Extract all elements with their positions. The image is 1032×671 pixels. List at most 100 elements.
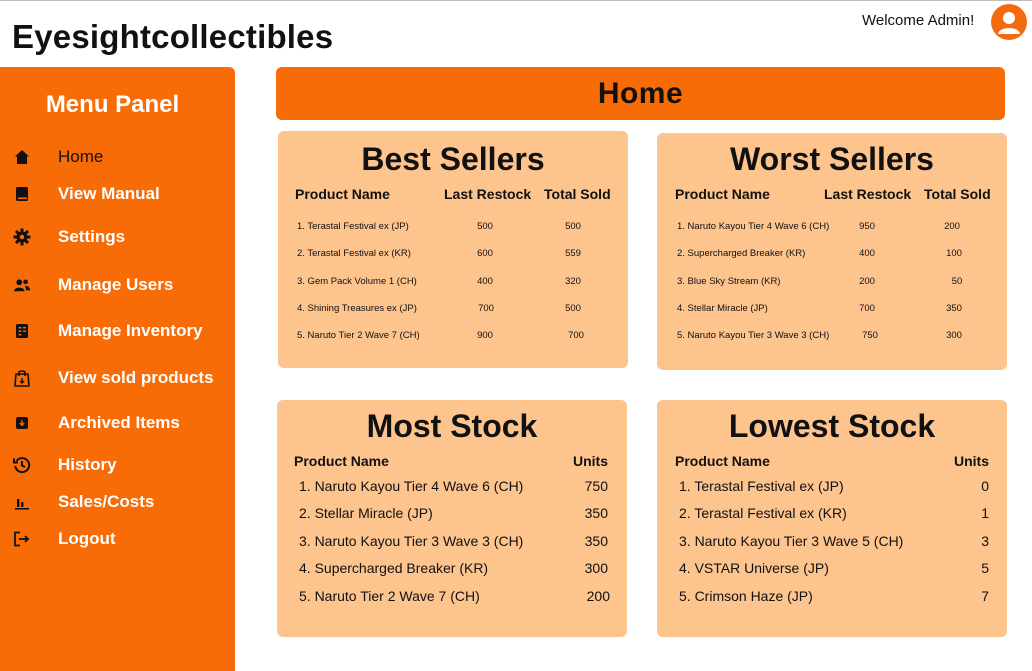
gear-icon — [13, 228, 31, 246]
table-row-name: 4. VSTAR Universe (JP) — [679, 560, 829, 576]
users-icon — [13, 276, 31, 294]
table-row-units: 350 — [584, 505, 608, 521]
sidebar-item-home[interactable]: Home — [0, 142, 235, 172]
table-row-sold: 100 — [946, 248, 962, 259]
card-title: Lowest Stock — [728, 408, 936, 444]
history-icon — [13, 456, 31, 474]
table-row-name: 4. Stellar Miracle (JP) — [677, 303, 768, 314]
sidebar-item-history[interactable]: History — [0, 450, 235, 480]
sidebar-item-label: View sold products — [58, 368, 214, 387]
table-row-name: 1. Naruto Kayou Tier 4 Wave 6 (CH) — [299, 478, 524, 494]
table-row-restock: 700 — [859, 303, 875, 314]
sidebar-item-label: Manage Users — [58, 275, 174, 294]
sidebar-item-sales-costs[interactable]: Sales/Costs — [0, 487, 235, 517]
table-row-name: 3. Blue Sky Stream (KR) — [677, 276, 781, 287]
table-row-name: 2. Terastal Festival ex (KR) — [679, 505, 847, 521]
table-row-restock: 950 — [859, 221, 875, 232]
table-row-units: 200 — [586, 588, 610, 604]
column-header: Last Restock — [824, 186, 912, 202]
column-header: Units — [954, 453, 989, 469]
card-title: Most Stock — [366, 408, 538, 444]
sidebar-item-view-sold-products[interactable]: View sold products — [0, 363, 235, 393]
sidebar-item-label: View Manual — [58, 184, 160, 203]
home-banner: Home — [276, 67, 1005, 120]
table-row-name: 4. Supercharged Breaker (KR) — [299, 560, 489, 576]
home-icon — [13, 148, 31, 166]
table-row-sold: 559 — [565, 248, 581, 259]
archive-icon — [13, 414, 31, 432]
table-row-units: 3 — [981, 533, 989, 549]
sidebar-item-label: Logout — [58, 529, 116, 548]
table-row-sold: 500 — [565, 221, 581, 232]
table-row-sold: 200 — [944, 221, 960, 232]
table-row-name: 5. Naruto Kayou Tier 3 Wave 3 (CH) — [677, 330, 830, 341]
table-row-restock: 750 — [862, 330, 878, 341]
table-row-sold: 50 — [951, 276, 963, 287]
table-row-name: 2. Supercharged Breaker (KR) — [677, 248, 806, 259]
table-row-sold: 320 — [565, 276, 581, 287]
table-row-name: 1. Terastal Festival ex (JP) — [297, 221, 409, 232]
column-header: Product Name — [675, 186, 770, 202]
table-row-units: 350 — [584, 533, 608, 549]
table-row-units: 0 — [981, 478, 989, 494]
sidebar-item-label: Archived Items — [58, 413, 180, 432]
welcome-text: Welcome Admin! — [862, 12, 975, 29]
table-row-name: 4. Shining Treasures ex (JP) — [297, 303, 417, 314]
shopping-bag-icon — [13, 369, 31, 387]
table-row-units: 300 — [584, 560, 608, 576]
sidebar-item-view-manual[interactable]: View Manual — [0, 179, 235, 209]
table-row-name: 2. Terastal Festival ex (KR) — [297, 248, 411, 259]
sidebar-item-manage-users[interactable]: Manage Users — [0, 270, 235, 300]
sidebar-item-label: Sales/Costs — [58, 492, 155, 511]
best-sellers-card: Best Sellers Product Name Last Restock T… — [278, 131, 628, 368]
table-row-units: 5 — [981, 560, 989, 576]
table-row-restock: 900 — [477, 330, 493, 341]
card-title: Best Sellers — [361, 141, 545, 177]
table-row-name: 3. Naruto Kayou Tier 3 Wave 5 (CH) — [679, 533, 904, 549]
column-header: Product Name — [295, 186, 390, 202]
inventory-icon — [13, 322, 31, 340]
worst-sellers-card: Worst Sellers Product Name Last Restock … — [657, 133, 1007, 370]
card-title: Worst Sellers — [730, 141, 934, 177]
sidebar-item-label: Settings — [58, 227, 126, 246]
table-row-name: 5. Naruto Tier 2 Wave 7 (CH) — [297, 330, 420, 341]
brand-title: Eyesightcollectibles — [12, 18, 334, 55]
table-row-restock: 600 — [477, 248, 493, 259]
table-row-units: 750 — [584, 478, 608, 494]
sidebar-item-settings[interactable]: Settings — [0, 222, 235, 252]
lowest-stock-card: Lowest Stock Product Name Units 1. Teras… — [657, 400, 1007, 637]
table-row-name: 3. Naruto Kayou Tier 3 Wave 3 (CH) — [299, 533, 524, 549]
user-avatar-icon[interactable] — [991, 4, 1027, 40]
table-row-sold: 700 — [568, 330, 584, 341]
table-row-sold: 300 — [946, 330, 962, 341]
column-header: Product Name — [294, 453, 389, 469]
table-row-name: 3. Gem Pack Volume 1 (CH) — [297, 276, 417, 287]
table-row-sold: 350 — [946, 303, 962, 314]
column-header: Units — [573, 453, 608, 469]
table-row-restock: 400 — [477, 276, 493, 287]
sidebar-item-logout[interactable]: Logout — [0, 524, 235, 554]
table-row-restock: 200 — [859, 276, 875, 287]
column-header: Product Name — [675, 453, 770, 469]
table-row-name: 1. Terastal Festival ex (JP) — [679, 478, 844, 494]
page-title: Home — [597, 76, 684, 110]
table-row-units: 7 — [981, 588, 989, 604]
sidebar-item-label: History — [58, 455, 117, 474]
top-border — [0, 0, 1032, 1]
table-row-name: 2. Stellar Miracle (JP) — [299, 505, 433, 521]
sidebar-item-archived-items[interactable]: Archived Items — [0, 408, 235, 438]
table-row-restock: 500 — [477, 221, 493, 232]
book-icon — [13, 185, 31, 203]
sidebar-item-label: Home — [58, 147, 104, 166]
bar-chart-icon — [13, 493, 31, 511]
most-stock-card: Most Stock Product Name Units 1. Naruto … — [277, 400, 627, 637]
table-row-restock: 400 — [859, 248, 875, 259]
column-header: Total Sold — [924, 186, 991, 202]
sidebar-item-manage-inventory[interactable]: Manage Inventory — [0, 316, 235, 346]
table-row-sold: 500 — [565, 303, 581, 314]
table-row-restock: 700 — [478, 303, 494, 314]
table-row-name: 1. Naruto Kayou Tier 4 Wave 6 (CH) — [677, 221, 830, 232]
logout-icon — [13, 530, 31, 548]
menu-panel-title: Menu Panel — [45, 91, 180, 118]
column-header: Total Sold — [544, 186, 611, 202]
